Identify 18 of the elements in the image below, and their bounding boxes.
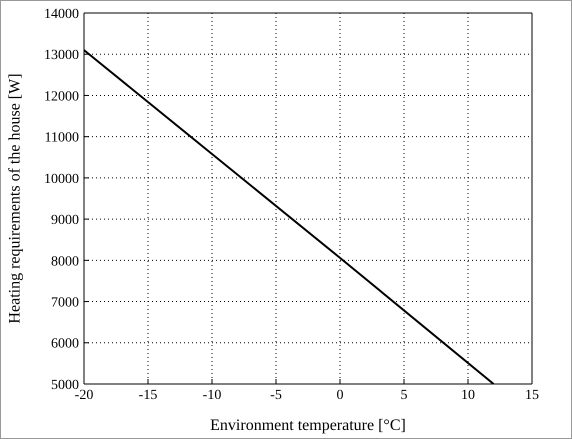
x-tick-label: -10: [202, 388, 222, 403]
y-tick-label: 10000: [44, 172, 79, 187]
x-tick-label: 15: [525, 388, 539, 403]
x-axis-title: Environment temperature [°C]: [210, 417, 406, 434]
y-tick-label: 8000: [51, 254, 79, 270]
y-axis-title: Heating requirements of the house [W]: [6, 73, 24, 324]
x-tick-label: 10: [461, 388, 475, 403]
y-tick-label: 13000: [44, 48, 79, 64]
y-tick-label: 14000: [44, 6, 79, 22]
x-tick-label: -15: [138, 388, 158, 403]
y-tick-label: 12000: [44, 89, 79, 104]
y-tick-label: 11000: [44, 130, 79, 146]
y-tick-label: 6000: [51, 336, 79, 352]
x-tick-label: -5: [270, 388, 282, 403]
x-tick-label: 0: [336, 388, 344, 403]
y-tick-label: 7000: [51, 296, 79, 311]
y-tick-label: 9000: [51, 213, 79, 228]
x-tick-label: 5: [400, 388, 408, 403]
